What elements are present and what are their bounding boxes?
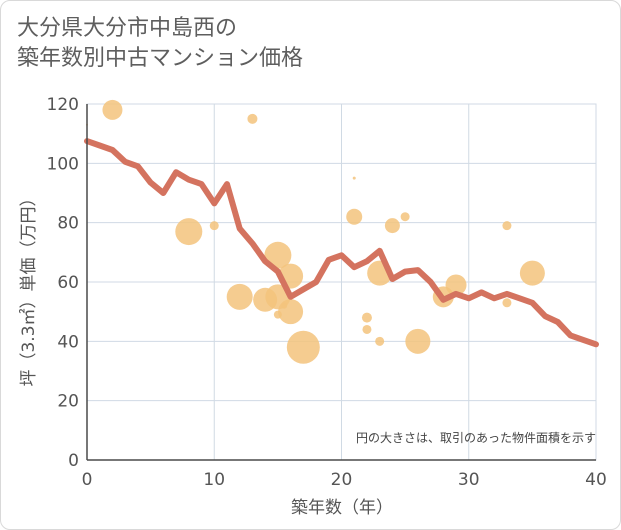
y-tick-label: 0 [68,451,79,471]
y-axis-label: 坪（3.3㎡）単価（万円） [19,189,39,386]
axes [86,104,596,461]
x-tick-label: 40 [585,470,607,490]
data-bubble [502,298,512,308]
data-bubble [352,176,356,180]
y-tick-label: 60 [57,273,79,293]
data-bubble [375,336,385,346]
data-bubble [502,221,512,231]
data-bubble [519,260,545,286]
data-bubble [286,330,320,364]
data-bubble [384,218,400,234]
data-bubble [209,221,219,231]
grid-lines [86,103,597,461]
bubble-layer [86,99,545,364]
data-bubble [405,328,431,354]
bubble-size-note: 円の大きさは、取引のあった物件面積を示す [356,430,596,445]
data-bubble [362,324,372,334]
data-bubble [264,241,292,269]
x-tick-label: 20 [331,470,353,490]
y-tick-label: 80 [57,214,79,234]
data-bubble [247,113,258,124]
data-bubble [102,99,123,120]
price-trend-line [84,138,599,348]
chart-title: 大分県大分市中島西の 築年数別中古マンション価格 [17,16,304,71]
data-bubble [346,208,363,225]
tick-labels: 0 20 40 60 80 100 120 0 10 20 30 40 [47,95,607,490]
data-bubble [278,299,304,325]
x-tick-label: 30 [458,470,480,490]
data-bubble [226,283,253,310]
data-bubble [445,274,467,296]
x-tick-label: 10 [203,470,225,490]
y-tick-label: 40 [57,332,79,352]
y-tick-label: 20 [57,392,79,412]
x-axis-label: 築年数（年） [291,498,393,518]
y-tick-label: 120 [47,95,79,115]
data-bubble [361,312,372,323]
x-tick-label: 0 [82,470,93,490]
data-bubble [175,218,203,246]
y-tick-label: 100 [47,154,79,174]
data-bubble [400,212,410,222]
